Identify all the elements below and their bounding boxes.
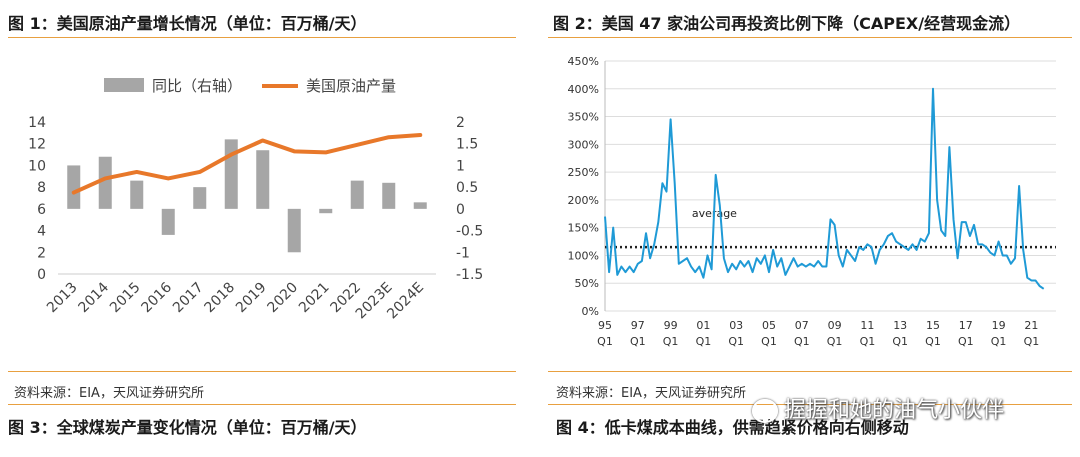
fig3-top-rule: [8, 404, 516, 405]
fig2-x-tick-year: 95: [598, 319, 612, 332]
fig2-x-tick-year: 05: [762, 319, 776, 332]
watermark: 握握和她的油气小伙伴: [752, 392, 1004, 424]
fig1-left-tick: 10: [28, 158, 46, 174]
fig1-left-tick: 0: [37, 267, 46, 283]
fig2-x-tick-quarter: Q1: [958, 335, 974, 348]
fig2-y-tick: 100%: [568, 249, 599, 262]
fig2-x-tick-quarter: Q1: [925, 335, 941, 348]
fig1-legend-bar-swatch: [104, 78, 144, 92]
watermark-text: 握握和她的油气小伙伴: [784, 398, 1005, 423]
fig2-y-tick: 0%: [582, 305, 599, 318]
fig2-y-tick: 250%: [568, 166, 599, 179]
fig1-source-rule: [8, 371, 516, 372]
fig1-bar: [382, 182, 396, 209]
fig1-bar: [256, 150, 270, 209]
wechat-icon: [752, 399, 778, 423]
fig2-line-series: [604, 87, 1045, 290]
fig1-category-label: 2021: [296, 280, 333, 317]
fig2-y-tick: 350%: [568, 111, 599, 124]
fig1-bar: [413, 202, 427, 209]
fig1-bar: [287, 208, 301, 253]
fig2-title-rule: [548, 37, 1072, 38]
fig1-right-tick: 1: [456, 158, 465, 174]
fig2-x-tick-year: 13: [893, 319, 907, 332]
fig1-source: 资料来源：EIA，天风证券研究所: [14, 386, 204, 401]
fig1-category-label: 2014: [76, 279, 113, 316]
fig4-title: 图 4：低卡煤成本曲线，供需趋紧价格向右侧移动: [556, 418, 909, 437]
fig2-y-tick: 450%: [568, 55, 599, 68]
fig2-x-tick-year: 15: [926, 319, 940, 332]
fig2-x-tick-quarter: Q1: [794, 335, 810, 348]
fig1-title: 图 1：美国原油产量增长情况（单位：百万桶/天）: [8, 14, 367, 33]
fig2-x-tick-year: 07: [795, 319, 809, 332]
fig1-category-label: 2024E: [384, 280, 427, 323]
fig2-x-tick-quarter: Q1: [991, 335, 1007, 348]
fig2-x-tick-year: 97: [631, 319, 645, 332]
fig2-x-tick-quarter: Q1: [892, 335, 908, 348]
fig1-legend-line-label: 美国原油产量: [306, 77, 396, 95]
fig1-chart: 1412108642021.510.50-0.5-1-1.52013201420…: [28, 77, 483, 323]
fig2-y-tick: 50%: [575, 277, 599, 290]
fig2-x-tick-year: 17: [959, 319, 973, 332]
fig1-category-label: 2017: [170, 280, 207, 317]
fig1-left-tick: 8: [37, 180, 46, 196]
fig2-y-tick: 400%: [568, 83, 599, 96]
fig2-x-tick-year: 01: [696, 319, 710, 332]
fig2-x-tick-quarter: Q1: [597, 335, 613, 348]
fig1-bar: [193, 187, 207, 209]
fig1-right-tick: 2: [456, 115, 465, 131]
fig2-source: 资料来源：EIA，天风证券研究所: [556, 386, 746, 401]
fig1-right-tick: -1: [456, 245, 470, 261]
fig1-line-series: [71, 133, 423, 195]
fig1-right-tick: 1.5: [456, 137, 478, 153]
fig2-x-tick-year: 03: [729, 319, 743, 332]
fig2-x-tick-quarter: Q1: [761, 335, 777, 348]
fig2-x-tick-quarter: Q1: [827, 335, 843, 348]
fig1-category-label: 2015: [107, 280, 144, 317]
fig2-source-rule: [548, 371, 1072, 372]
fig2-x-tick-quarter: Q1: [696, 335, 712, 348]
fig2-x-tick-quarter: Q1: [728, 335, 744, 348]
fig1-legend-bar-label: 同比（右轴）: [152, 77, 242, 95]
fig1-bar: [224, 139, 238, 209]
fig1-category-label: 2016: [139, 279, 176, 316]
fig2-x-tick-quarter: Q1: [663, 335, 679, 348]
fig1-bar: [67, 165, 81, 209]
fig1-right-tick: -1.5: [456, 267, 483, 283]
fig2-title: 图 2：美国 47 家油公司再投资比例下降（CAPEX/经营现金流）: [553, 14, 1021, 33]
fig1-category-label: 2013: [44, 280, 81, 317]
fig1-left-tick: 4: [37, 224, 46, 240]
fig1-bar: [130, 180, 144, 209]
fig1-left-tick: 12: [28, 137, 46, 153]
fig2-x-tick-quarter: Q1: [1024, 335, 1040, 348]
fig2-x-tick-year: 11: [860, 319, 874, 332]
fig2-x-tick-quarter: Q1: [630, 335, 646, 348]
fig1-right-tick: 0.5: [456, 180, 478, 196]
fig1-category-label: 2019: [233, 280, 270, 317]
fig1-right-tick: -0.5: [456, 224, 483, 240]
fig1-right-tick: 0: [456, 202, 465, 218]
fig2-chart: 450% 400% 350% 300% 250% 200% 150% 100% 50% 0%95 Q…: [568, 55, 1056, 348]
fig1-bar: [350, 180, 364, 209]
fig1-bar: [161, 208, 175, 235]
fig2-x-tick-quarter: Q1: [860, 335, 876, 348]
fig1-bar: [98, 156, 112, 209]
fig2-x-tick-year: 19: [992, 319, 1006, 332]
fig2-y-tick: 150%: [568, 222, 599, 235]
fig3-title: 图 3：全球煤炭产量变化情况（单位：百万桶/天）: [8, 418, 367, 437]
fig2-y-tick: 300%: [568, 138, 599, 151]
fig1-bar: [319, 208, 333, 214]
fig1-category-label: 2018: [202, 280, 239, 317]
fig1-title-rule: [8, 37, 516, 38]
fig2-x-tick-year: 99: [664, 319, 678, 332]
fig1-left-tick: 6: [37, 202, 46, 218]
fig1-left-tick: 14: [28, 115, 46, 131]
fig1-category-label: 2020: [265, 280, 302, 317]
fig2-x-tick-year: 21: [1024, 319, 1038, 332]
fig4-top-rule: [548, 404, 1072, 405]
fig2-y-tick: 200%: [568, 194, 599, 207]
fig2-x-tick-year: 09: [828, 319, 842, 332]
fig1-left-tick: 2: [37, 245, 46, 261]
